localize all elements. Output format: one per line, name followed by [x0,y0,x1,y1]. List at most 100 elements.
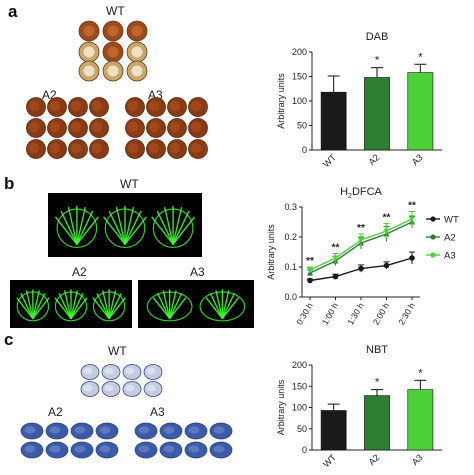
dab-x-tick-label: A2 [367,152,382,167]
h2dfca-legend-marker [430,216,436,222]
dab-wt-disc-center [131,65,143,77]
dab-wt-label: WT [106,4,125,18]
nbt-wt-label: WT [108,344,127,358]
dab-y-tick-label: 200 [292,47,307,57]
dab-a3-disc-highlight [169,100,181,112]
fluor-wt-leaf-outline [104,208,146,249]
h2dfca-point-a3 [307,267,313,273]
fluor-wt-leaf-vein [67,206,78,245]
nbt-a3-label: A3 [150,405,165,419]
h2dfca-significance-mark: ** [408,201,416,212]
dab-a2-disc-highlight [49,121,61,133]
dab-a3-disc-highlight [190,100,202,112]
dab-title: DAB [366,31,389,43]
h2dfca-a3-label: A3 [190,265,205,279]
h2dfca-y-tick-label: 0.0 [284,292,297,302]
dab-a3-disc-highlight [169,142,181,154]
h2dfca-significance-mark: ** [332,243,340,254]
nbt-wt-disc-highlight [104,367,114,375]
nbt-bar-a3 [407,389,434,451]
fluor-a2-leaf-vein [108,297,126,320]
fluor-wt-leaf-vein [172,216,195,245]
h2dfca-y-tick-label: 0.1 [284,262,297,272]
h2dfca-legend-label: A3 [444,251,456,262]
h2dfca-point-wt [307,277,313,284]
fluor-a3-frame [138,280,254,328]
nbt-a3-disc-highlight [138,426,150,434]
fluor-a2-leaf-vein [64,290,72,320]
fluor-a3-leaf-vein [168,297,187,320]
fluor-wt-leaf-vein [124,210,142,245]
h2dfca-significance-mark: ** [306,256,314,267]
nbt-wt-disc-highlight [125,384,135,392]
h2dfca-point-wt [358,265,364,272]
h2dfca-x-tick-label: 1:30 h [345,301,366,327]
dab-a2-disc-highlight [70,142,82,154]
h2dfca-x-tick-label: 0:30 h [294,301,315,327]
fluor-wt-leaf-vein [60,210,78,245]
h2dfca-point-wt [409,255,415,261]
fluor-a3-leaf-vein [221,290,230,320]
fluor-wt-leaf-vein [76,216,99,245]
dab-a2-disc-highlight [28,142,40,154]
dab-a2-disc-highlight [91,100,103,112]
fluor-a3-leaf-vein [221,297,239,320]
fluor-a2-leaf-vein [70,290,78,320]
dab-a2-disc-highlight [91,142,103,154]
nbt-significance-mark: * [418,367,423,379]
dab-a3-disc-highlight [148,142,160,154]
nbt-title: NBT [366,344,388,356]
fluor-a2-leaf-vein [54,297,72,320]
h2dfca-title: H2DFCA [340,186,382,200]
nbt-a3-disc-highlight [188,426,200,434]
h2dfca-point-a3 [358,237,364,243]
fluor-a2-leaf-vein [32,297,50,320]
nbt-a2-disc-highlight [99,445,111,453]
fluor-a3-leaf-vein [168,293,183,320]
dab-a3-disc-highlight [148,121,160,133]
fluor-a3-leaf-vein [157,293,171,320]
dab-x-tick-label: WT [321,152,338,169]
h2dfca-legend-marker [430,234,436,240]
fluor-a2-leaf-vein [92,297,110,320]
dab-a2-disc-highlight [49,100,61,112]
nbt-wt-disc-highlight [104,384,114,392]
fluor-wt-leaf-vein [156,210,174,245]
dab-a2-disc-highlight [91,121,103,133]
dab-a2-disc-highlight [28,100,40,112]
nbt-bar-a2 [364,395,390,451]
fluor-a2-leaf-outline [16,291,50,322]
panel-letter-b: b [4,174,15,193]
dab-y-tick-label: 0 [302,145,307,155]
fluor-wt-leaf-vein [172,210,190,245]
dab-wt-disc-center [83,65,95,77]
fluor-a3-leaf-outline [146,291,193,322]
nbt-wt-disc-highlight [83,384,93,392]
nbt-a3-disc-highlight [163,445,175,453]
nbt-wt-disc-highlight [83,367,93,375]
fluor-wt-leaf-vein [55,216,78,245]
h2dfca-a2-label: A2 [72,265,87,279]
nbt-bar-wt [320,410,347,451]
fluor-wt-leaf-vein [115,206,126,245]
dab-bar-wt [320,91,347,151]
fluor-wt-leaf-vein [76,210,94,245]
dab-y-tick-label: 100 [292,96,307,106]
nbt-a2-disc-highlight [99,426,111,434]
nbt-y-tick-label: 150 [292,381,307,391]
dab-wt-disc-center [83,25,95,37]
nbt-leaf-discs [20,364,233,459]
dab-a2-disc-highlight [28,121,40,133]
nbt-a2-label: A2 [48,405,63,419]
fluor-wt-leaf-vein [103,216,126,245]
fluor-a2-leaf-vein [108,290,117,320]
dab-a2-disc-highlight [70,100,82,112]
h2dfca-legend-marker [430,252,436,258]
h2dfca-point-a3 [383,228,390,234]
fluor-a2-leaf-vein [96,293,110,320]
fluor-wt-leaf-vein [108,210,126,245]
fluor-a2-leaf-vein [108,293,122,320]
fluor-a2-leaf-vein [102,290,110,320]
h2dfca-y-tick-label: 0.2 [284,232,297,242]
